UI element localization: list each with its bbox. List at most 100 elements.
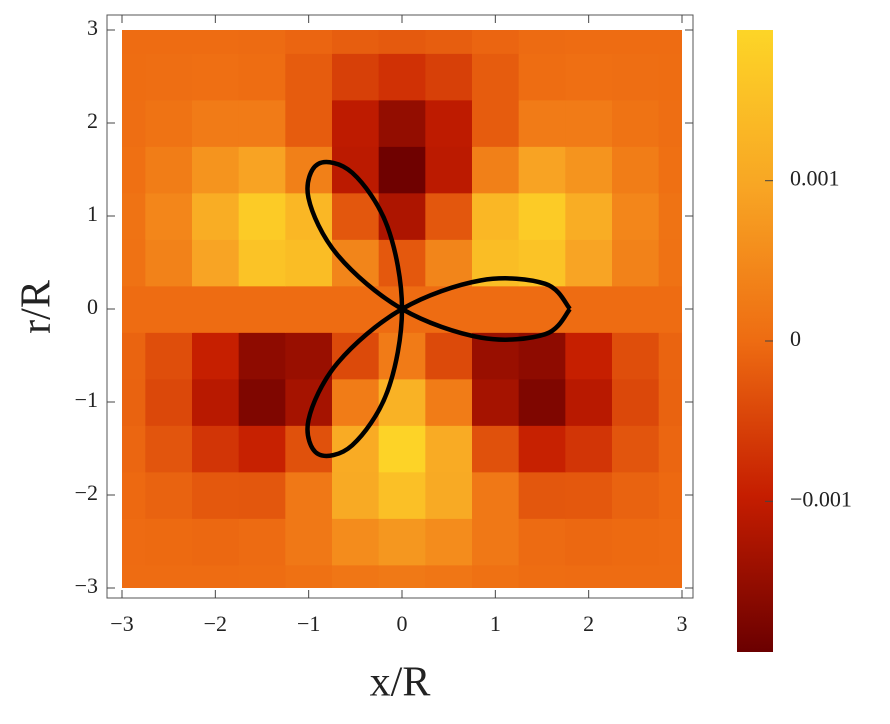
heat-cell (145, 471, 193, 519)
heat-cell (612, 332, 660, 380)
y-tick-label: 0 (87, 294, 98, 319)
heat-cell (425, 53, 473, 101)
y-tick-label: 3 (87, 15, 98, 40)
heat-cell (285, 471, 333, 519)
heat-cell (472, 192, 520, 240)
heat-cell (145, 146, 193, 194)
heat-cell (192, 192, 240, 240)
heat-cell (518, 99, 566, 147)
curve (305, 159, 572, 459)
heat-cell (122, 425, 146, 473)
heat-cell (518, 146, 566, 194)
heat-cell (565, 471, 613, 519)
heat-cell (612, 192, 660, 240)
heat-cell (565, 53, 613, 101)
x-tick-label: 0 (397, 611, 408, 636)
heat-cell (565, 239, 613, 287)
x-tick-label: 2 (583, 611, 594, 636)
heat-cell (658, 99, 682, 147)
heat-cell (378, 53, 426, 101)
heat-cell (565, 332, 613, 380)
heat-cell (658, 239, 682, 287)
heat-cell (122, 285, 146, 333)
heat-cell (238, 425, 286, 473)
heat-cell (565, 518, 613, 566)
heat-cell (658, 30, 682, 54)
heat-cell (238, 332, 286, 380)
heat-cell (378, 146, 426, 194)
heat-cell (612, 378, 660, 426)
heat-cell (285, 285, 333, 333)
heat-cell (332, 564, 380, 588)
heat-cell (122, 378, 146, 426)
y-axis-label: r/R (14, 280, 60, 334)
heat-cell (425, 564, 473, 588)
heat-cell (332, 425, 380, 473)
heat-cell (145, 192, 193, 240)
heat-cell (425, 378, 473, 426)
x-axis-label: x/R (370, 660, 431, 706)
heat-cell (378, 239, 426, 287)
heat-cell (518, 564, 566, 588)
heat-cell (192, 564, 240, 588)
heat-cell (332, 239, 380, 287)
heat-cell (332, 285, 380, 333)
heat-cell (612, 30, 660, 54)
heat-cell (122, 146, 146, 194)
heat-cell (518, 518, 566, 566)
heat-cell (425, 239, 473, 287)
heat-cell (332, 99, 380, 147)
heat-cell (238, 285, 286, 333)
heat-cell (612, 53, 660, 101)
heat-cell (122, 239, 146, 287)
heat-cell (658, 471, 682, 519)
x-tick-label: 1 (490, 611, 501, 636)
heat-cell (378, 471, 426, 519)
heat-cell (658, 518, 682, 566)
colorbar-tick-label: 0.001 (790, 166, 840, 191)
heat-cell (192, 518, 240, 566)
heat-cell (658, 53, 682, 101)
heat-cell (518, 30, 566, 54)
heat-cell (285, 99, 333, 147)
heat-cell (472, 285, 520, 333)
heat-cell (425, 192, 473, 240)
heat-cell (192, 239, 240, 287)
heat-cell (658, 425, 682, 473)
heat-cell (238, 30, 286, 54)
heat-cell (612, 99, 660, 147)
heat-cell (518, 425, 566, 473)
heat-cell (145, 239, 193, 287)
heat-cell (192, 30, 240, 54)
heat-cell (472, 146, 520, 194)
heatmap (122, 30, 682, 588)
heat-cell (425, 332, 473, 380)
heat-cell (145, 53, 193, 101)
heat-cell (192, 471, 240, 519)
heat-cell (472, 378, 520, 426)
heat-cell (612, 239, 660, 287)
heat-cell (658, 192, 682, 240)
heat-cell (472, 425, 520, 473)
heat-cell (472, 518, 520, 566)
heat-cell (285, 518, 333, 566)
heat-cell (612, 285, 660, 333)
heat-cell (378, 192, 426, 240)
heat-cell (122, 518, 146, 566)
heat-cell (612, 471, 660, 519)
heat-cell (122, 30, 146, 54)
x-tick-label: −3 (110, 611, 133, 636)
heat-cell (192, 146, 240, 194)
heat-cell (238, 378, 286, 426)
heat-cell (378, 425, 426, 473)
heat-cell (332, 518, 380, 566)
heat-cell (658, 285, 682, 333)
heat-cell (285, 53, 333, 101)
heat-cell (378, 378, 426, 426)
heat-cell (565, 425, 613, 473)
heat-cell (518, 53, 566, 101)
y-tick-label: 2 (87, 108, 98, 133)
heat-cell (145, 425, 193, 473)
heat-cell (472, 30, 520, 54)
heat-cell (425, 146, 473, 194)
